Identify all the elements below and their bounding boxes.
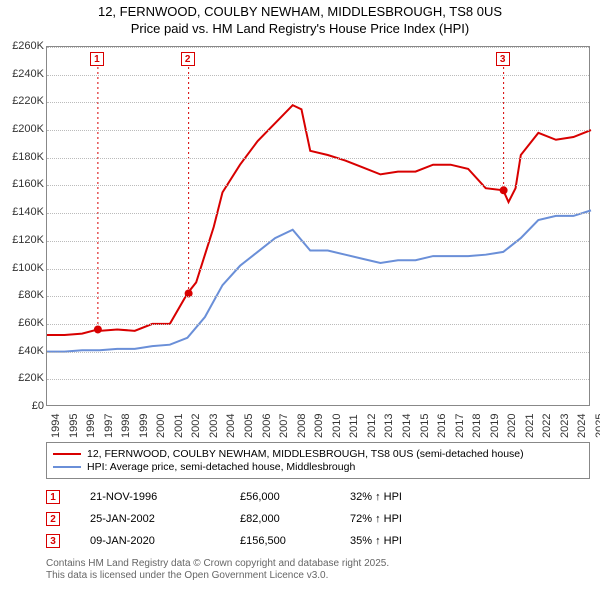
gridline-h xyxy=(47,158,589,159)
sales-marker: 2 xyxy=(46,512,60,526)
x-tick-label: 2013 xyxy=(383,414,395,438)
x-tick-label: 2006 xyxy=(261,414,273,438)
x-tick-label: 2016 xyxy=(436,414,448,438)
sales-row-1: 1 21-NOV-1996£56,00032% ↑ HPI xyxy=(46,486,590,508)
title-line-2: Price paid vs. HM Land Registry's House … xyxy=(0,21,600,38)
x-tick-label: 2005 xyxy=(243,414,255,438)
x-tick-label: 2012 xyxy=(366,414,378,438)
gridline-h xyxy=(47,324,589,325)
legend-swatch xyxy=(53,466,81,468)
x-tick-label: 2020 xyxy=(506,414,518,438)
x-tick-label: 2011 xyxy=(348,414,360,438)
x-tick-label: 2010 xyxy=(331,414,343,438)
sales-pct: 35% ↑ HPI xyxy=(350,535,470,547)
x-tick-label: 2001 xyxy=(173,414,185,438)
legend-row-0: 12, FERNWOOD, COULBY NEWHAM, MIDDLESBROU… xyxy=(53,448,583,460)
marker-box-3: 3 xyxy=(496,52,510,66)
marker-dot-3 xyxy=(500,186,508,194)
sales-row-3: 3 09-JAN-2020£156,50035% ↑ HPI xyxy=(46,530,590,552)
marker-box-2: 2 xyxy=(181,52,195,66)
legend-label: 12, FERNWOOD, COULBY NEWHAM, MIDDLESBROU… xyxy=(87,448,524,460)
sales-marker: 1 xyxy=(46,490,60,504)
gridline-h xyxy=(47,296,589,297)
y-tick-label: £0 xyxy=(2,400,44,412)
x-tick-label: 2002 xyxy=(190,414,202,438)
x-tick-label: 1997 xyxy=(103,414,115,438)
y-tick-label: £240K xyxy=(2,68,44,80)
gridline-h xyxy=(47,130,589,131)
gridline-h xyxy=(47,102,589,103)
footer-attribution: Contains HM Land Registry data © Crown c… xyxy=(46,558,389,582)
marker-box-1: 1 xyxy=(90,52,104,66)
x-tick-label: 2014 xyxy=(401,414,413,438)
y-tick-label: £80K xyxy=(2,289,44,301)
x-tick-label: 1995 xyxy=(68,414,80,438)
gridline-h xyxy=(47,213,589,214)
y-tick-label: £100K xyxy=(2,262,44,274)
series-line-property xyxy=(47,105,591,335)
chart-title: 12, FERNWOOD, COULBY NEWHAM, MIDDLESBROU… xyxy=(0,0,600,40)
sales-date: 09-JAN-2020 xyxy=(90,535,240,547)
x-tick-label: 2019 xyxy=(489,414,501,438)
y-tick-label: £140K xyxy=(2,206,44,218)
sales-price: £82,000 xyxy=(240,513,350,525)
sales-date: 21-NOV-1996 xyxy=(90,491,240,503)
y-tick-label: £220K xyxy=(2,95,44,107)
marker-dot-1 xyxy=(94,325,102,333)
y-tick-label: £260K xyxy=(2,40,44,52)
x-tick-label: 2003 xyxy=(208,414,220,438)
sales-row-2: 2 25-JAN-2002£82,00072% ↑ HPI xyxy=(46,508,590,530)
y-tick-label: £40K xyxy=(2,345,44,357)
gridline-h xyxy=(47,185,589,186)
gridline-h xyxy=(47,47,589,48)
x-tick-label: 2023 xyxy=(559,414,571,438)
y-tick-label: £160K xyxy=(2,178,44,190)
footer-line-1: Contains HM Land Registry data © Crown c… xyxy=(46,558,389,570)
x-tick-label: 2009 xyxy=(313,414,325,438)
x-tick-label: 2021 xyxy=(524,414,536,438)
y-tick-label: £200K xyxy=(2,123,44,135)
x-tick-label: 2007 xyxy=(278,414,290,438)
legend-swatch xyxy=(53,453,81,455)
x-tick-label: 1994 xyxy=(50,414,62,438)
x-tick-label: 1998 xyxy=(120,414,132,438)
y-tick-label: £60K xyxy=(2,317,44,329)
sales-price: £156,500 xyxy=(240,535,350,547)
x-tick-label: 2017 xyxy=(454,414,466,438)
gridline-h xyxy=(47,269,589,270)
x-tick-label: 2008 xyxy=(296,414,308,438)
sales-date: 25-JAN-2002 xyxy=(90,513,240,525)
x-tick-label: 2004 xyxy=(225,414,237,438)
legend-label: HPI: Average price, semi-detached house,… xyxy=(87,461,355,473)
x-tick-label: 2024 xyxy=(576,414,588,438)
x-tick-label: 2018 xyxy=(471,414,483,438)
sales-price: £56,000 xyxy=(240,491,350,503)
sales-table: 1 21-NOV-1996£56,00032% ↑ HPI 2 25-JAN-2002… xyxy=(46,486,590,552)
gridline-h xyxy=(47,352,589,353)
y-tick-label: £120K xyxy=(2,234,44,246)
y-tick-label: £180K xyxy=(2,151,44,163)
gridline-h xyxy=(47,75,589,76)
x-tick-label: 2022 xyxy=(541,414,553,438)
x-tick-label: 2025 xyxy=(594,414,600,438)
x-tick-label: 2000 xyxy=(155,414,167,438)
x-tick-label: 1996 xyxy=(85,414,97,438)
sales-marker: 3 xyxy=(46,534,60,548)
x-tick-label: 1999 xyxy=(138,414,150,438)
y-tick-label: £20K xyxy=(2,372,44,384)
x-tick-label: 2015 xyxy=(419,414,431,438)
legend: 12, FERNWOOD, COULBY NEWHAM, MIDDLESBROU… xyxy=(46,442,590,479)
footer-line-2: This data is licensed under the Open Gov… xyxy=(46,570,389,582)
gridline-h xyxy=(47,379,589,380)
title-line-1: 12, FERNWOOD, COULBY NEWHAM, MIDDLESBROU… xyxy=(0,4,600,21)
gridline-h xyxy=(47,241,589,242)
sales-pct: 72% ↑ HPI xyxy=(350,513,470,525)
legend-row-1: HPI: Average price, semi-detached house,… xyxy=(53,461,583,473)
chart-plot-area xyxy=(46,46,590,406)
sales-pct: 32% ↑ HPI xyxy=(350,491,470,503)
